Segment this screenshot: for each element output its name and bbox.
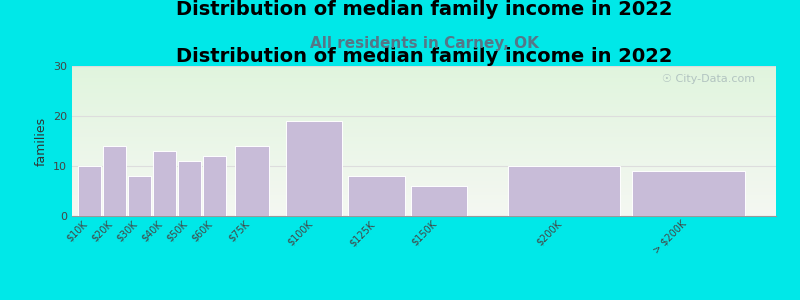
- Bar: [286, 121, 342, 216]
- Text: All residents in Carney, OK: All residents in Carney, OK: [310, 36, 538, 51]
- Bar: [128, 176, 150, 216]
- Bar: [153, 151, 176, 216]
- Text: ☉ City-Data.com: ☉ City-Data.com: [662, 74, 755, 83]
- Bar: [349, 176, 405, 216]
- Bar: [411, 186, 467, 216]
- Bar: [178, 161, 201, 216]
- Y-axis label: families: families: [34, 116, 47, 166]
- Bar: [103, 146, 126, 216]
- Text: Distribution of median family income in 2022: Distribution of median family income in …: [176, 0, 672, 19]
- Bar: [203, 156, 226, 216]
- Bar: [235, 146, 269, 216]
- Bar: [78, 166, 101, 216]
- Bar: [633, 171, 745, 216]
- Title: Distribution of median family income in 2022: Distribution of median family income in …: [176, 47, 672, 66]
- Bar: [508, 166, 620, 216]
